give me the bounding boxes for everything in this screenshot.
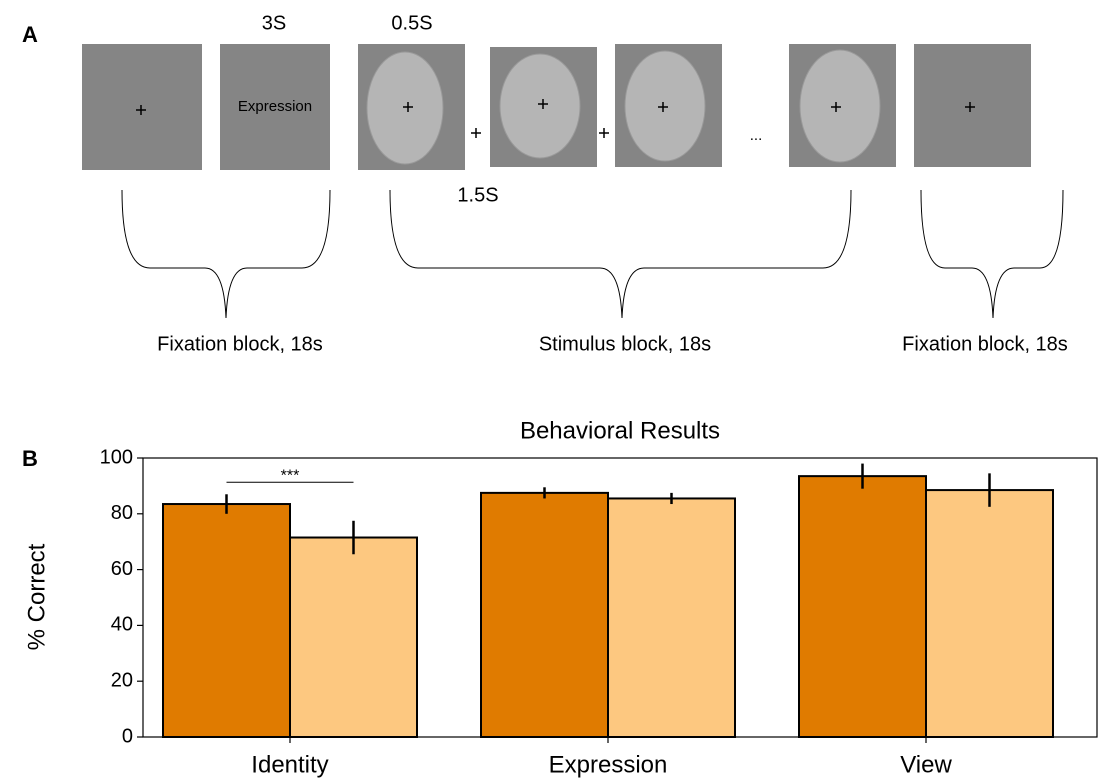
x-tick-label: Expression	[549, 751, 668, 778]
brace	[921, 190, 1063, 318]
x-tick-label: Identity	[251, 751, 328, 778]
braces	[122, 190, 1063, 318]
y-tick-label: 80	[111, 502, 133, 524]
block-label: Fixation block, 18s	[157, 333, 323, 355]
brace	[390, 190, 851, 318]
bar	[290, 538, 417, 737]
cross	[471, 128, 481, 138]
y-tick-label: 40	[111, 614, 133, 636]
chart-title: Behavioral Results	[520, 417, 720, 444]
y-tick-label: 100	[100, 446, 133, 468]
duration-label: 3S	[262, 12, 286, 34]
bar	[163, 504, 290, 737]
bar	[481, 493, 608, 737]
bar	[926, 490, 1053, 737]
ellipsis: ...	[750, 127, 763, 144]
x-tick-label: View	[900, 751, 952, 778]
y-tick-label: 20	[111, 669, 133, 691]
panel-label: B	[22, 446, 38, 471]
cue-text: Expression	[238, 98, 312, 115]
bar	[608, 498, 735, 737]
face	[500, 54, 580, 158]
block-label: Fixation block, 18s	[902, 333, 1068, 355]
face	[800, 50, 880, 162]
figure: A 3S 0.5S 1.5S Expression ... Fixation b…	[0, 0, 1112, 778]
significance-label: ***	[281, 467, 300, 484]
cross	[599, 128, 609, 138]
face	[367, 52, 443, 164]
duration-label: 1.5S	[457, 184, 498, 206]
brace	[122, 190, 330, 318]
fixation-screen	[82, 44, 202, 170]
y-tick-label: 0	[122, 725, 133, 747]
duration-label: 0.5S	[391, 12, 432, 34]
panel-label: A	[22, 22, 38, 47]
fixation-screen	[914, 44, 1031, 167]
face	[625, 51, 705, 161]
block-label: Stimulus block, 18s	[539, 333, 711, 355]
y-axis-label: % Correct	[23, 543, 50, 650]
y-tick-label: 60	[111, 558, 133, 580]
bar	[799, 476, 926, 737]
